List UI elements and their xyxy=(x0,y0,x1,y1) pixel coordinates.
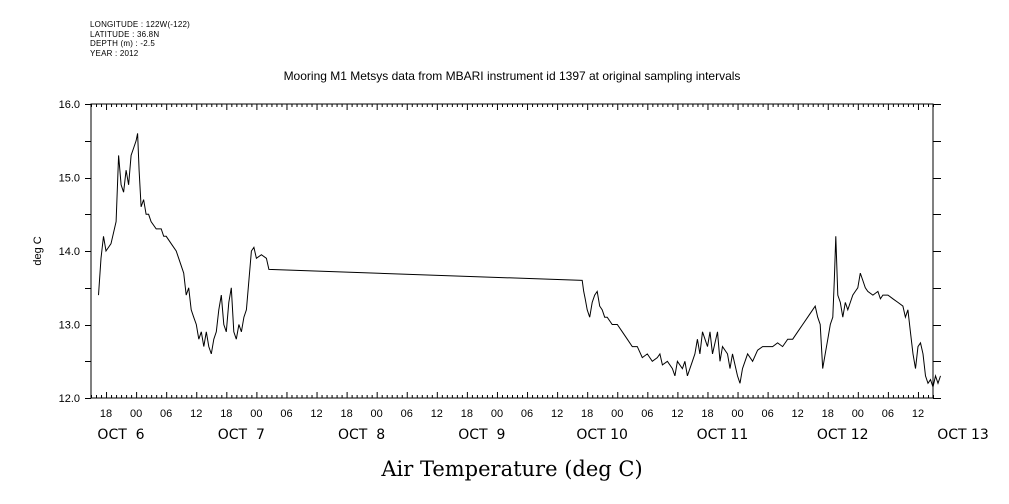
hour-tick-label: 06 xyxy=(401,408,413,420)
hour-tick-label: 12 xyxy=(431,408,443,420)
hour-tick-label: 18 xyxy=(340,408,352,420)
series-line xyxy=(98,133,941,389)
y-tick-label: 15.0 xyxy=(59,173,80,185)
date-tick-label: OCT 12 xyxy=(817,427,869,443)
x-tick-labels: 18 00 06 12 18 00 06 12 18 00 06 12 18 00 06 12 18 00 06 12… xyxy=(97,408,988,443)
latitude-label: LATITUDE : 36.8N xyxy=(90,29,160,39)
hour-tick-label: 18 xyxy=(822,408,834,420)
hour-tick-label: 00 xyxy=(250,408,262,420)
date-tick-label: OCT 11 xyxy=(697,427,749,443)
hour-tick-label: 00 xyxy=(731,408,743,420)
y-tick-labels: 12.0 13.0 14.0 15.0 16.0 xyxy=(59,99,80,405)
hour-tick-label: 06 xyxy=(761,408,773,420)
hour-tick-label: 18 xyxy=(581,408,593,420)
hour-tick-label: 06 xyxy=(641,408,653,420)
date-tick-label: OCT 9 xyxy=(458,427,505,443)
y-tick-label: 14.0 xyxy=(59,246,80,258)
hour-tick-label: 18 xyxy=(220,408,232,420)
date-tick-label: OCT 7 xyxy=(218,427,265,443)
hour-tick-label: 06 xyxy=(280,408,292,420)
hour-tick-label: 12 xyxy=(912,408,924,420)
hour-tick-label: 00 xyxy=(611,408,623,420)
hour-tick-label: 12 xyxy=(190,408,202,420)
metadata-block: LONGITUDE : 122W(-122) LATITUDE : 36.8N … xyxy=(90,20,190,58)
hour-tick-label: 00 xyxy=(130,408,142,420)
date-tick-label: OCT 6 xyxy=(97,427,144,443)
axis-ticks xyxy=(85,104,941,399)
hour-tick-label: 12 xyxy=(792,408,804,420)
longitude-label: LONGITUDE : 122W(-122) xyxy=(90,20,190,29)
depth-label: DEPTH (m) : -2.5 xyxy=(90,39,155,48)
y-tick-label: 16.0 xyxy=(59,99,80,111)
hour-tick-label: 06 xyxy=(160,408,172,420)
hour-tick-label: 06 xyxy=(882,408,894,420)
hour-tick-label: 18 xyxy=(100,408,112,420)
hour-tick-label: 00 xyxy=(491,408,503,420)
y-axis-label: deg C xyxy=(32,236,44,265)
hour-tick-label: 00 xyxy=(371,408,383,420)
date-tick-label: OCT 10 xyxy=(576,427,628,443)
x-axis-label: Air Temperature (deg C) xyxy=(380,457,642,481)
y-tick-label: 12.0 xyxy=(59,393,80,405)
date-tick-label: OCT 13 xyxy=(937,427,989,443)
y-tick-label: 13.0 xyxy=(59,320,80,332)
hour-tick-label: 18 xyxy=(461,408,473,420)
date-tick-label: OCT 8 xyxy=(338,427,385,443)
hour-tick-label: 06 xyxy=(521,408,533,420)
hour-tick-label: 00 xyxy=(852,408,864,420)
hour-tick-label: 12 xyxy=(671,408,683,420)
hour-tick-label: 12 xyxy=(551,408,563,420)
plot-frame xyxy=(90,103,934,399)
year-label: YEAR : 2012 xyxy=(90,48,139,58)
hour-tick-label: 18 xyxy=(701,408,713,420)
hour-tick-label: 12 xyxy=(310,408,322,420)
chart-title: Mooring M1 Metsys data from MBARI instru… xyxy=(284,69,741,83)
